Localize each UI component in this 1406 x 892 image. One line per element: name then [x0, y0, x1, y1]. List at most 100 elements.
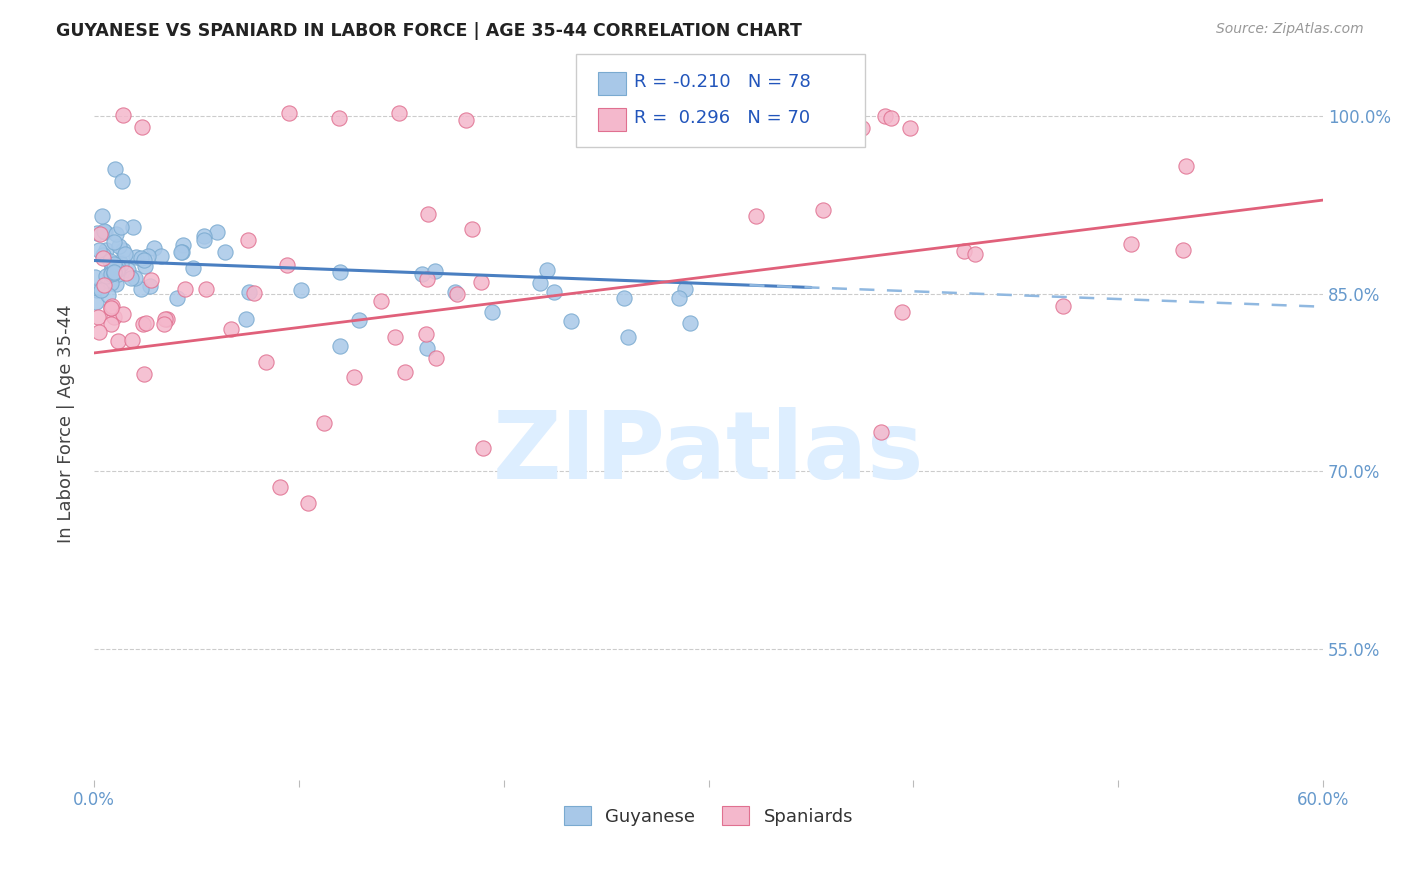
Point [470, 275, 492, 289]
Point [219, 321, 242, 335]
Point [214, 245, 236, 260]
Point [193, 229, 215, 244]
Point [235, 312, 257, 326]
Point [679, 316, 702, 330]
Point [329, 265, 352, 279]
Point [166, 291, 188, 305]
Point [875, 110, 897, 124]
Point [613, 291, 636, 305]
Point [205, 225, 228, 239]
Point [388, 106, 411, 120]
Point [851, 120, 873, 135]
Point [103, 265, 125, 279]
Point [122, 220, 145, 235]
Point [131, 120, 153, 135]
Point [86, 227, 108, 241]
Point [718, 111, 741, 125]
Point [136, 249, 159, 263]
Point [238, 285, 260, 300]
Y-axis label: In Labor Force | Age 35-44: In Labor Force | Age 35-44 [58, 305, 75, 543]
Point [529, 276, 551, 290]
Point [243, 285, 266, 300]
Point [93, 224, 115, 238]
Point [415, 326, 437, 341]
Point [297, 496, 319, 510]
Point [89, 243, 111, 257]
Point [870, 425, 893, 439]
Point [89, 227, 111, 241]
Point [86, 283, 108, 297]
Point [471, 441, 494, 455]
Point [290, 284, 312, 298]
Point [416, 341, 439, 355]
Text: ZIPatlas: ZIPatlas [494, 407, 924, 499]
Point [139, 273, 162, 287]
Point [811, 203, 834, 218]
Point [416, 207, 439, 221]
Point [108, 254, 131, 268]
Point [91, 251, 114, 265]
Point [384, 330, 406, 344]
Point [139, 279, 162, 293]
Point [107, 267, 129, 281]
Point [117, 263, 139, 277]
Point [97, 288, 120, 302]
Point [720, 113, 742, 128]
Point [1052, 299, 1074, 313]
Point [111, 108, 134, 122]
Point [415, 271, 437, 285]
Point [105, 277, 128, 291]
Point [93, 278, 115, 293]
Point [132, 367, 155, 381]
Text: R = -0.210   N = 78: R = -0.210 N = 78 [634, 73, 811, 91]
Point [100, 276, 122, 290]
Point [963, 247, 986, 261]
Point [193, 233, 215, 247]
Point [461, 222, 484, 236]
Point [617, 330, 640, 344]
Point [105, 258, 128, 272]
Point [898, 120, 921, 135]
Point [277, 106, 299, 120]
Legend: Guyanese, Spaniards: Guyanese, Spaniards [555, 797, 862, 835]
Point [170, 245, 193, 260]
Point [675, 107, 697, 121]
Point [536, 262, 558, 277]
Point [444, 285, 467, 299]
Point [181, 261, 204, 276]
Point [560, 314, 582, 328]
Point [153, 317, 176, 331]
Point [1171, 243, 1194, 257]
Point [1175, 159, 1198, 173]
Point [276, 258, 298, 272]
Point [312, 416, 335, 430]
Point [423, 264, 446, 278]
Point [90, 284, 112, 298]
Point [108, 261, 131, 276]
Point [100, 261, 122, 276]
Point [454, 112, 477, 127]
Point [132, 253, 155, 268]
Text: GUYANESE VS SPANIARD IN LABOR FORCE | AGE 35-44 CORRELATION CHART: GUYANESE VS SPANIARD IN LABOR FORCE | AG… [56, 22, 801, 40]
Point [91, 209, 114, 223]
Point [269, 480, 291, 494]
Point [101, 299, 124, 313]
Point [953, 244, 976, 259]
Point [668, 291, 690, 305]
Point [105, 227, 128, 241]
Point [107, 334, 129, 348]
Point [745, 209, 768, 223]
Point [129, 251, 152, 265]
Point [84, 269, 107, 284]
Point [1119, 237, 1142, 252]
Point [880, 112, 903, 126]
Point [103, 310, 125, 324]
Point [100, 301, 122, 316]
Point [132, 318, 155, 332]
Point [103, 266, 125, 280]
Point [236, 233, 259, 247]
Point [91, 248, 114, 262]
Text: R =  0.296   N = 70: R = 0.296 N = 70 [634, 109, 810, 127]
Point [103, 235, 125, 249]
Point [103, 257, 125, 271]
